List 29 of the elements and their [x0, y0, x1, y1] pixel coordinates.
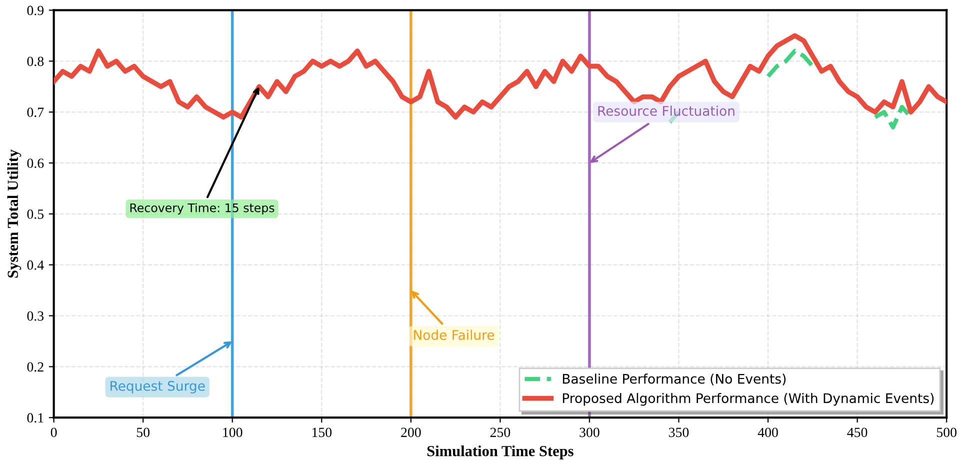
x-tick-label: 250	[490, 428, 510, 438]
annotation: Resource Fluctuation	[598, 106, 734, 116]
annotation: Node Failure	[414, 330, 494, 340]
x-axis-title: Simulation Time Steps	[427, 445, 574, 460]
y-tick-label: 0.5	[27, 209, 44, 219]
legend-label: Baseline Performance (No Events)	[562, 374, 786, 386]
x-tick-label: 500	[936, 428, 956, 438]
x-tick-label: 50	[136, 428, 150, 438]
x-tick-label: 100	[223, 428, 242, 438]
y-tick-label: 0.1	[27, 413, 44, 423]
x-tick-label: 400	[758, 428, 778, 438]
y-axis-title: System Total Utility	[7, 150, 22, 278]
y-tick-label: 0.3	[27, 311, 44, 321]
y-tick-label: 0.9	[27, 6, 44, 16]
x-tick-label: 150	[312, 428, 332, 438]
y-tick-label: 0.7	[27, 108, 44, 118]
y-tick-label: 0.6	[27, 158, 44, 168]
y-tick-label: 0.4	[27, 260, 44, 270]
x-tick-label: 200	[401, 428, 421, 438]
line-series	[54, 33, 947, 120]
x-tick-label: 350	[669, 428, 689, 438]
y-tick-label: 0.8	[27, 56, 44, 66]
y-tick-label: 0.2	[27, 362, 44, 372]
x-tick-label: 450	[847, 428, 868, 438]
annotation: Request Surge	[110, 380, 205, 394]
x-tick-label: 300	[580, 428, 600, 438]
annotation: Recovery Time: 15 steps	[130, 203, 274, 215]
legend-label: Proposed Algorithm Performance (With Dynamic Events)	[562, 392, 934, 406]
x-tick-label: 0	[50, 428, 57, 438]
